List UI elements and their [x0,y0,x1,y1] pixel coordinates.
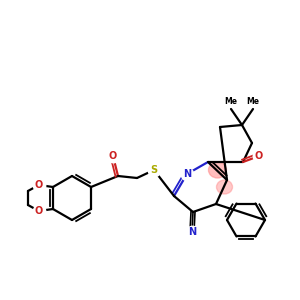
Text: Me: Me [247,97,260,106]
Ellipse shape [217,180,232,194]
Text: S: S [150,165,158,175]
Text: O: O [35,180,43,190]
Text: O: O [255,151,263,161]
Text: Me: Me [224,97,238,106]
Text: N: N [188,227,196,237]
Text: O: O [109,151,117,161]
Text: N: N [183,169,191,179]
Text: O: O [35,206,43,216]
Ellipse shape [208,162,226,178]
